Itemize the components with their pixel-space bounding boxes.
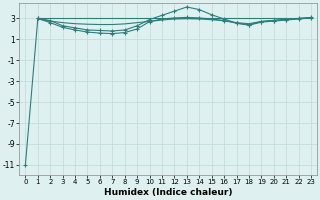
X-axis label: Humidex (Indice chaleur): Humidex (Indice chaleur)	[104, 188, 232, 197]
